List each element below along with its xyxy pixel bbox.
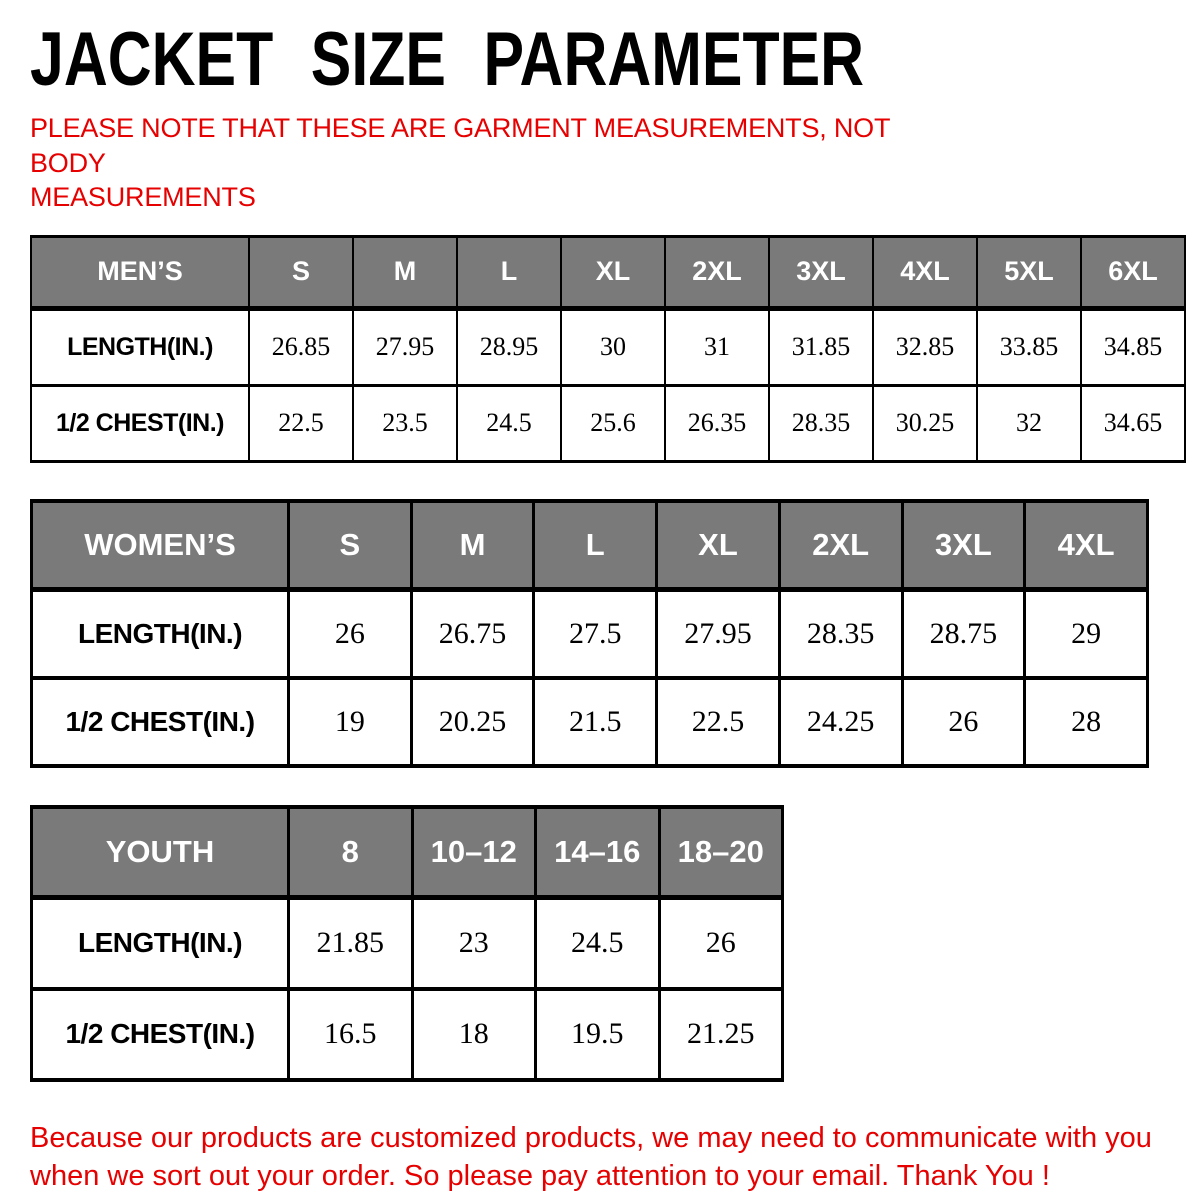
mens-size-header-m: M bbox=[352, 234, 458, 311]
size-value-cell: 26.75 bbox=[409, 587, 536, 680]
mens-size-header-3xl: 3XL bbox=[768, 234, 874, 311]
size-value-cell: 27.95 bbox=[655, 587, 781, 680]
page-title: JACKET SIZE PARAMETER bbox=[30, 17, 865, 102]
womens-size-table: WOMEN’S S M L XL 2XL 3XL 4XL LENGTH(IN.)… bbox=[30, 498, 1149, 768]
mens-size-header-5xl: 5XL bbox=[976, 234, 1082, 311]
size-value-cell: 32 bbox=[976, 383, 1082, 463]
womens-size-header-s: S bbox=[287, 498, 413, 592]
size-value-cell: 28.95 bbox=[456, 306, 562, 387]
garment-measurement-note: PLEASE NOTE THAT THESE ARE GARMENT MEASU… bbox=[30, 113, 890, 213]
size-value-cell: 22.5 bbox=[248, 383, 354, 463]
row-label-cell: LENGTH(IN.) bbox=[30, 895, 290, 991]
size-value-cell: 26 bbox=[287, 587, 413, 680]
size-value-cell: 24.25 bbox=[777, 675, 904, 768]
size-value-cell: 27.95 bbox=[352, 306, 458, 387]
size-value-cell: 21.85 bbox=[287, 895, 414, 991]
youth-table-title: YOUTH bbox=[30, 804, 290, 900]
mens-size-header-6xl: 6XL bbox=[1080, 234, 1186, 311]
size-value-cell: 22.5 bbox=[655, 675, 781, 768]
size-value-cell: 30.25 bbox=[872, 383, 978, 463]
size-value-cell: 28 bbox=[1023, 675, 1149, 768]
womens-length-row: LENGTH(IN.) 26 26.75 27.5 27.95 28.35 28… bbox=[30, 587, 1149, 680]
mens-table-title: MEN’S bbox=[30, 234, 250, 311]
mens-length-row: LENGTH(IN.) 26.85 27.95 28.95 30 31 31.8… bbox=[30, 306, 1186, 387]
youth-half-chest-row: 1/2 CHEST(IN.) 16.5 18 19.5 21.25 bbox=[30, 986, 784, 1082]
size-value-cell: 20.25 bbox=[409, 675, 536, 768]
womens-header-row: WOMEN’S S M L XL 2XL 3XL 4XL bbox=[30, 498, 1149, 592]
size-value-cell: 18 bbox=[410, 986, 537, 1082]
youth-size-header-14-16: 14–16 bbox=[534, 804, 661, 900]
size-value-cell: 33.85 bbox=[976, 306, 1082, 387]
size-value-cell: 21.25 bbox=[657, 986, 784, 1082]
womens-size-header-l: L bbox=[532, 498, 659, 592]
womens-size-header-3xl: 3XL bbox=[900, 498, 1027, 592]
row-label-cell: 1/2 CHEST(IN.) bbox=[30, 383, 250, 463]
size-value-cell: 24.5 bbox=[534, 895, 661, 991]
size-value-cell: 34.85 bbox=[1080, 306, 1186, 387]
size-value-cell: 31 bbox=[664, 306, 770, 387]
womens-size-header-xl: XL bbox=[655, 498, 781, 592]
mens-size-table: MEN’S S M L XL 2XL 3XL 4XL 5XL 6XL LENGT… bbox=[30, 234, 1186, 463]
mens-size-header-l: L bbox=[456, 234, 562, 311]
size-value-cell: 26.35 bbox=[664, 383, 770, 463]
youth-size-header-18-20: 18–20 bbox=[657, 804, 784, 900]
row-label-cell: LENGTH(IN.) bbox=[30, 587, 290, 680]
row-label-cell: LENGTH(IN.) bbox=[30, 306, 250, 387]
size-value-cell: 23 bbox=[410, 895, 537, 991]
size-value-cell: 30 bbox=[560, 306, 666, 387]
womens-size-header-m: M bbox=[409, 498, 536, 592]
size-value-cell: 34.65 bbox=[1080, 383, 1186, 463]
row-label-cell: 1/2 CHEST(IN.) bbox=[30, 675, 290, 768]
size-value-cell: 25.6 bbox=[560, 383, 666, 463]
size-value-cell: 26.85 bbox=[248, 306, 354, 387]
size-value-cell: 23.5 bbox=[352, 383, 458, 463]
youth-size-table: YOUTH 8 10–12 14–16 18–20 LENGTH(IN.) 21… bbox=[30, 804, 784, 1082]
size-value-cell: 19.5 bbox=[534, 986, 661, 1082]
womens-table-title: WOMEN’S bbox=[30, 498, 290, 592]
size-value-cell: 29 bbox=[1023, 587, 1149, 680]
womens-half-chest-row: 1/2 CHEST(IN.) 19 20.25 21.5 22.5 24.25 … bbox=[30, 675, 1149, 768]
mens-half-chest-row: 1/2 CHEST(IN.) 22.5 23.5 24.5 25.6 26.35… bbox=[30, 383, 1186, 463]
size-value-cell: 28.75 bbox=[900, 587, 1027, 680]
size-value-cell: 28.35 bbox=[768, 383, 874, 463]
youth-header-row: YOUTH 8 10–12 14–16 18–20 bbox=[30, 804, 784, 900]
womens-size-header-4xl: 4XL bbox=[1023, 498, 1149, 592]
size-value-cell: 27.5 bbox=[532, 587, 659, 680]
size-value-cell: 19 bbox=[287, 675, 413, 768]
mens-size-header-4xl: 4XL bbox=[872, 234, 978, 311]
youth-length-row: LENGTH(IN.) 21.85 23 24.5 26 bbox=[30, 895, 784, 991]
size-value-cell: 26 bbox=[657, 895, 784, 991]
youth-size-header-8: 8 bbox=[287, 804, 414, 900]
size-value-cell: 31.85 bbox=[768, 306, 874, 387]
size-value-cell: 32.85 bbox=[872, 306, 978, 387]
mens-size-header-s: S bbox=[248, 234, 354, 311]
youth-size-header-10-12: 10–12 bbox=[410, 804, 537, 900]
mens-header-row: MEN’S S M L XL 2XL 3XL 4XL 5XL 6XL bbox=[30, 234, 1186, 311]
mens-size-header-xl: XL bbox=[560, 234, 666, 311]
size-value-cell: 24.5 bbox=[456, 383, 562, 463]
mens-size-header-2xl: 2XL bbox=[664, 234, 770, 311]
customized-products-note: Because our products are customized prod… bbox=[30, 1121, 1152, 1192]
womens-size-header-2xl: 2XL bbox=[777, 498, 904, 592]
size-value-cell: 16.5 bbox=[287, 986, 414, 1082]
row-label-cell: 1/2 CHEST(IN.) bbox=[30, 986, 290, 1082]
size-value-cell: 28.35 bbox=[777, 587, 904, 680]
size-value-cell: 26 bbox=[900, 675, 1027, 768]
size-value-cell: 21.5 bbox=[532, 675, 659, 768]
